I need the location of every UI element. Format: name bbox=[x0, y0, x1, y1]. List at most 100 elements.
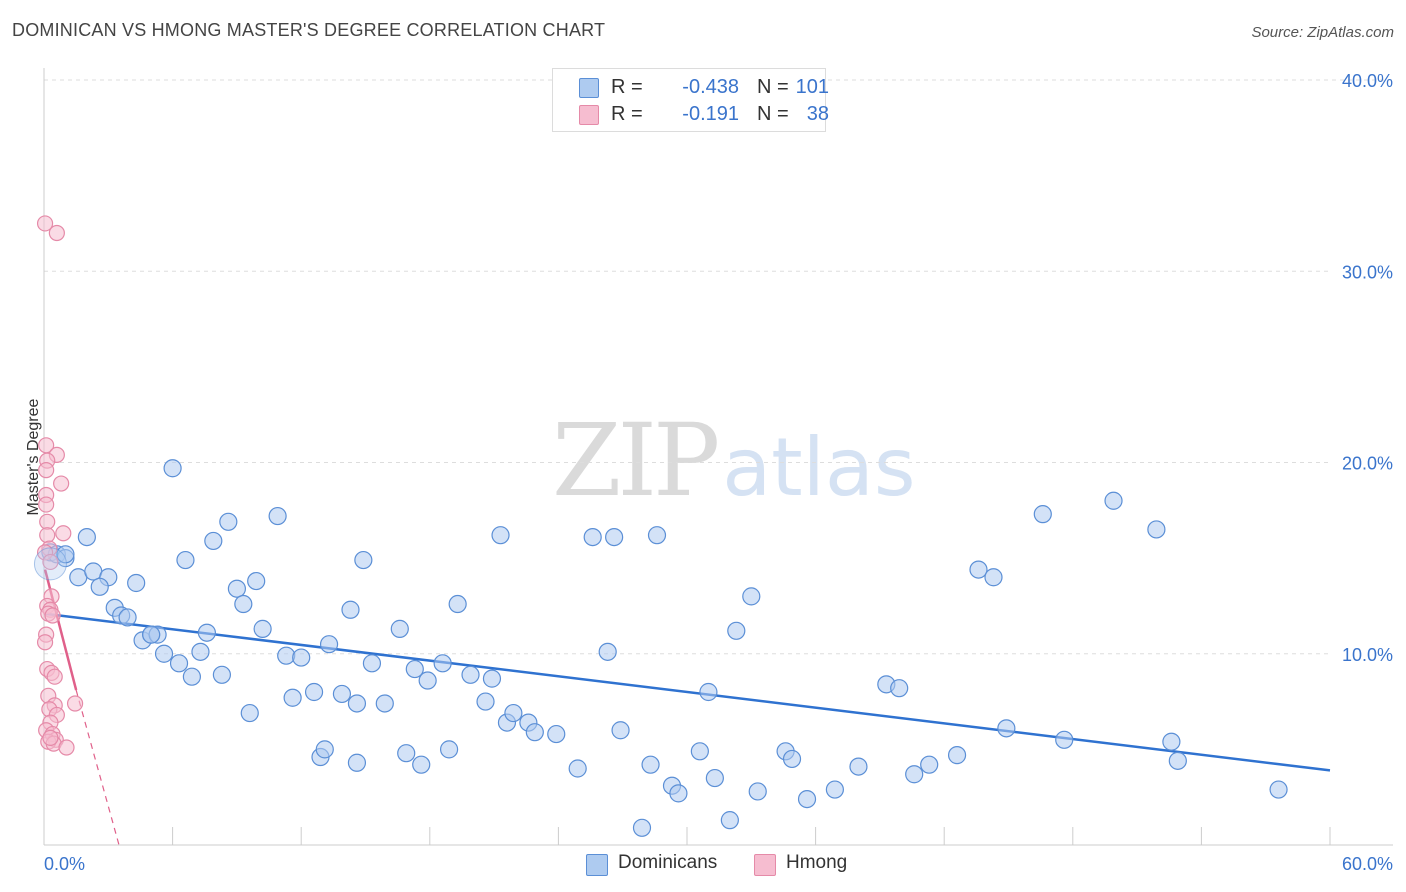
dominican-point bbox=[598, 642, 617, 661]
hmong-point bbox=[44, 607, 61, 624]
dominican-point bbox=[304, 682, 324, 702]
watermark-atlas: atlas bbox=[722, 421, 916, 514]
dominican-point bbox=[227, 579, 246, 598]
legend-swatch-dominicans bbox=[579, 78, 599, 98]
hmong-point bbox=[38, 496, 55, 513]
r-label: R = bbox=[611, 103, 643, 125]
legend-swatch-hmong bbox=[579, 105, 599, 125]
dominican-point bbox=[375, 694, 394, 713]
dominican-point bbox=[347, 694, 367, 713]
hmong-point bbox=[36, 215, 54, 232]
dominican-point bbox=[1147, 520, 1166, 539]
dominican-point bbox=[362, 654, 382, 673]
dominican-point bbox=[461, 665, 480, 684]
dominican-point bbox=[433, 654, 452, 673]
dominican-point bbox=[191, 642, 210, 661]
dominican-point bbox=[568, 759, 587, 778]
dominican-point bbox=[283, 688, 302, 707]
dominican-point bbox=[525, 723, 544, 742]
dominican-point bbox=[705, 768, 724, 788]
dominican-point bbox=[154, 644, 174, 663]
dominican-point bbox=[169, 654, 189, 673]
dominican-point bbox=[319, 635, 339, 654]
dominican-point bbox=[268, 506, 287, 526]
dominican-point bbox=[253, 619, 272, 638]
hmong-point bbox=[48, 224, 65, 242]
dominican-point bbox=[1104, 491, 1123, 510]
dominican-point bbox=[476, 692, 495, 711]
dominican-point bbox=[277, 646, 296, 665]
n-value: 101 bbox=[795, 76, 829, 98]
chart-title: DOMINICAN VS HMONG MASTER'S DEGREE CORRE… bbox=[12, 20, 606, 40]
y-axis-label: Master's Degree bbox=[25, 398, 42, 516]
dominican-point bbox=[491, 526, 510, 545]
dominican-point bbox=[240, 703, 259, 723]
dominican-point bbox=[332, 684, 352, 704]
hmong-point bbox=[55, 525, 72, 542]
hmong-point bbox=[38, 462, 55, 479]
dominican-point bbox=[699, 682, 718, 702]
source-label: Source: ZipAtlas.com bbox=[1251, 24, 1394, 41]
dominican-point bbox=[390, 619, 409, 638]
dominican-point bbox=[632, 818, 652, 837]
hmong-point bbox=[58, 739, 75, 756]
n-label: N = bbox=[757, 76, 789, 98]
dominican-point bbox=[197, 623, 216, 642]
dominican-point bbox=[782, 749, 802, 769]
dominican-point bbox=[1168, 751, 1187, 770]
dominican-point bbox=[647, 526, 667, 545]
dominican-point bbox=[212, 665, 231, 684]
x-tick-label: 0.0% bbox=[44, 854, 85, 874]
trend-line-dominicans bbox=[43, 612, 1331, 772]
dominican-point bbox=[969, 560, 988, 579]
y-tick-label: 40.0% bbox=[1342, 71, 1393, 91]
dominican-point bbox=[1162, 732, 1181, 751]
trend-extension-hmong bbox=[75, 689, 120, 846]
hmong-point bbox=[53, 475, 70, 492]
dominican-point bbox=[947, 746, 967, 765]
dominican-point bbox=[742, 587, 761, 606]
dominican-point-large bbox=[33, 547, 67, 581]
legend-label-hmong: Hmong bbox=[786, 852, 848, 873]
trend-layer bbox=[43, 569, 1331, 846]
r-value: -0.191 bbox=[682, 103, 739, 125]
y-tick-label: 10.0% bbox=[1342, 645, 1393, 665]
dominican-point bbox=[163, 459, 182, 478]
dominican-point bbox=[418, 671, 437, 690]
dominican-point bbox=[727, 621, 746, 640]
dominican-point bbox=[397, 744, 416, 763]
dominican-point bbox=[641, 755, 660, 774]
y-axis-label-wrap: Master's Degree bbox=[14, 380, 42, 540]
dominican-point bbox=[920, 755, 939, 774]
dominican-point bbox=[825, 780, 844, 799]
dominican-point bbox=[405, 659, 424, 679]
hmong-point bbox=[46, 668, 63, 685]
r-value: -0.438 bbox=[682, 76, 739, 98]
watermark-zip: ZIP bbox=[552, 402, 720, 519]
dominican-point bbox=[1033, 505, 1052, 524]
dominican-point bbox=[56, 545, 75, 564]
dominican-point bbox=[547, 724, 566, 744]
dominican-point bbox=[315, 740, 334, 759]
correlation-legend: R = -0.438 N = 101 R = -0.191 N = 38 bbox=[552, 68, 829, 132]
y-tick-label: 20.0% bbox=[1342, 454, 1393, 474]
dominican-point bbox=[118, 608, 137, 627]
dominican-point bbox=[905, 765, 924, 784]
dominican-point bbox=[605, 527, 624, 547]
dominican-point bbox=[849, 757, 868, 776]
y-tick-label: 30.0% bbox=[1342, 262, 1393, 282]
tick-label-layer: 10.0% 20.0% 30.0% 40.0% 0.0% 60.0% bbox=[44, 71, 1393, 874]
r-label: R = bbox=[611, 76, 643, 98]
dominican-point bbox=[1055, 730, 1074, 749]
dominican-point bbox=[341, 600, 360, 619]
dominican-point bbox=[127, 573, 146, 593]
dominican-point bbox=[583, 527, 602, 547]
dominican-point bbox=[890, 679, 909, 698]
dominican-point bbox=[90, 577, 109, 596]
dominican-point bbox=[77, 527, 96, 547]
dominican-point bbox=[234, 594, 253, 614]
hmong-point bbox=[42, 553, 59, 571]
point-layer bbox=[33, 215, 1288, 837]
hmong-point bbox=[42, 729, 59, 747]
